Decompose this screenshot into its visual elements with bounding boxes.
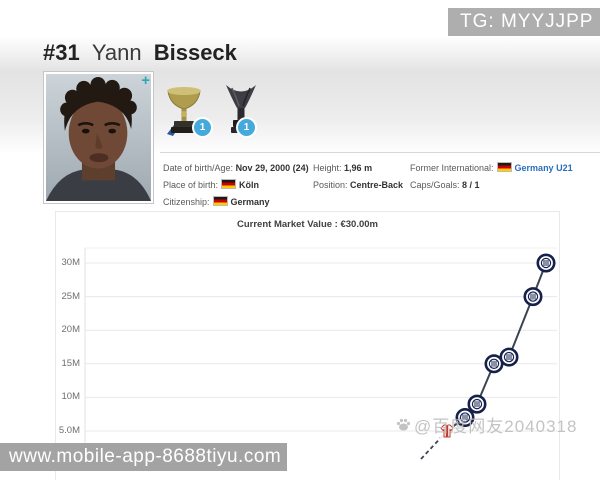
serie-a-trophy-count-badge: 1 <box>192 117 213 138</box>
field-value: 8 / 1 <box>462 180 480 190</box>
trophy-count: 1 <box>243 122 250 133</box>
profile-field-height: Height: 1,96 m <box>313 160 403 177</box>
profile-column-3: Former International: Germany U21 Caps/Go… <box>410 160 573 194</box>
market-value-card <box>55 211 560 480</box>
trophy-count: 1 <box>199 122 206 133</box>
field-value: Centre-Back <box>350 180 404 190</box>
y-axis-tick-label: 25M <box>61 290 80 302</box>
y-axis-tick-label: 5.0M <box>58 425 80 436</box>
german-flag-icon <box>496 162 512 172</box>
field-value: 1,96 m <box>344 163 373 173</box>
field-label: Former International: <box>410 163 494 173</box>
player-last-name: Bisseck <box>153 40 237 65</box>
field-value: Köln <box>239 180 260 190</box>
player-name-heading: #31 Yann Bisseck <box>43 40 237 66</box>
tg-watermark: TG: MYYJJPP <box>448 8 600 36</box>
field-label: Height: <box>313 163 342 173</box>
y-axis-tick-label: 20M <box>61 324 80 336</box>
player-photo-image <box>46 74 151 201</box>
serie-a-trophy-icon[interactable] <box>163 84 205 140</box>
y-axis-tick-label: 10M <box>61 391 80 403</box>
banner-url-text: www.mobile-app-8688tiyu.com <box>9 446 282 467</box>
supercoppa-trophy-count-badge: 1 <box>236 117 257 138</box>
bottom-banner: www.mobile-app-8688tiyu.com <box>0 443 287 471</box>
former-international-link[interactable]: Germany U21 <box>514 163 573 173</box>
field-label: Place of birth: <box>163 180 219 190</box>
german-flag-icon <box>221 179 237 189</box>
field-label: Caps/Goals: <box>410 180 460 190</box>
chart-title: Current Market Value : €30.00m <box>237 219 378 230</box>
photo-zoom-button[interactable]: + <box>141 72 150 89</box>
baidu-watermark: @百度网友2040318 <box>396 412 577 437</box>
field-label: Citizenship: <box>163 197 210 207</box>
field-label: Position: <box>313 180 348 190</box>
y-axis-tick-label: 30M <box>61 257 80 268</box>
profile-field-caps-goals: Caps/Goals: 8 / 1 <box>410 177 573 194</box>
field-value: Nov 29, 2000 (24) <box>235 163 309 173</box>
y-axis-tick-label: 15M <box>61 357 80 369</box>
profile-column-2: Height: 1,96 m Position: Centre-Back <box>313 160 403 194</box>
profile-field-dob: Date of birth/Age: Nov 29, 2000 (24) <box>163 160 309 177</box>
baidu-paw-icon <box>396 418 411 431</box>
player-photo[interactable]: + <box>43 71 154 204</box>
profile-field-birthplace: Place of birth: Köln <box>163 177 309 194</box>
section-divider <box>160 152 600 153</box>
german-flag-icon <box>212 196 228 206</box>
field-value: Germany <box>230 197 270 207</box>
player-first-name: Yann <box>91 40 142 65</box>
profile-field-citizenship: Citizenship: Germany <box>163 194 309 211</box>
profile-field-position: Position: Centre-Back <box>313 177 403 194</box>
profile-column-1: Date of birth/Age: Nov 29, 2000 (24) Pla… <box>163 160 309 211</box>
profile-field-former-international: Former International: Germany U21 <box>410 160 573 177</box>
tg-watermark-text: TG: MYYJJPP <box>460 11 594 32</box>
baidu-watermark-text: @百度网友2040318 <box>414 417 578 436</box>
shirt-number: #31 <box>43 40 80 65</box>
field-label: Date of birth/Age: <box>163 163 234 173</box>
